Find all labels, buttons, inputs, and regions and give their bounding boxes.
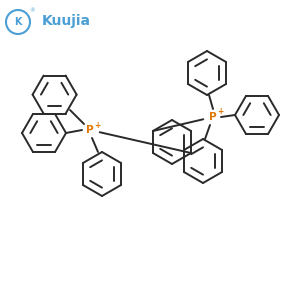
Text: P: P [86, 125, 94, 135]
Text: +: + [94, 121, 100, 130]
Text: K: K [14, 17, 22, 27]
Text: +: + [217, 107, 223, 116]
Text: P: P [209, 112, 217, 122]
Text: ®: ® [29, 8, 35, 14]
Text: Kuujia: Kuujia [42, 14, 91, 28]
